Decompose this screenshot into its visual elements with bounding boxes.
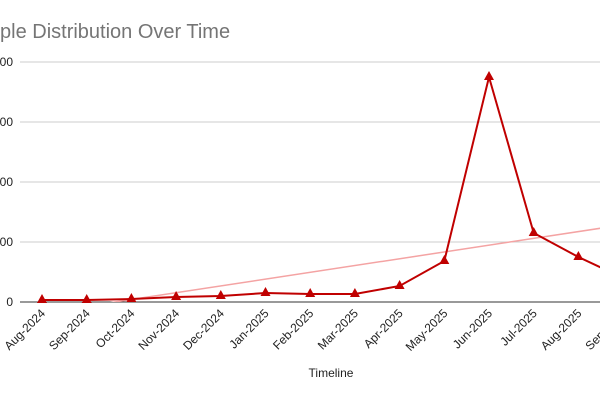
y-tick-label: 0 [6, 295, 13, 309]
x-tick-label: Feb-2025 [270, 306, 316, 352]
x-tick-label: Mar-2025 [315, 306, 361, 352]
marker [349, 288, 360, 298]
x-tick-label: Aug-2024 [1, 306, 48, 353]
x-tick-label: Nov-2024 [136, 306, 183, 353]
marker [439, 255, 450, 265]
x-tick-label: Sep-2024 [46, 306, 93, 353]
chart-title: ple Distribution Over Time [0, 21, 230, 43]
marker [305, 288, 316, 298]
x-tick-label: Jun-2025 [450, 306, 496, 352]
marker [37, 294, 47, 304]
marker [573, 251, 584, 260]
marker [81, 294, 92, 304]
line [42, 73, 600, 302]
plot-area [42, 73, 600, 302]
marker [215, 290, 226, 299]
y-tick-label: 3,000 [0, 115, 13, 129]
marker [528, 227, 539, 236]
y-tick-label: 4,000 [0, 55, 13, 69]
marker [126, 293, 137, 302]
y-tick-label: 2,000 [0, 175, 13, 189]
x-tick-label: Oct-2024 [93, 306, 138, 351]
x-tick-label: Jan-2025 [226, 306, 272, 352]
marker [484, 71, 494, 80]
x-tick-label: Aug-2025 [538, 306, 585, 353]
marker [171, 291, 182, 301]
x-tick-label: Dec-2024 [180, 306, 227, 353]
marker [260, 287, 271, 296]
x-tick-label: Apr-2025 [361, 306, 406, 351]
x-tick-label: May-2025 [403, 306, 451, 354]
x-axis-title: Timeline [309, 366, 354, 380]
y-tick-label: 1,000 [0, 235, 13, 249]
marker [394, 279, 405, 289]
x-tick-label: Jul-2025 [497, 306, 540, 349]
x-tick-label: Sep-2025 [583, 306, 600, 353]
